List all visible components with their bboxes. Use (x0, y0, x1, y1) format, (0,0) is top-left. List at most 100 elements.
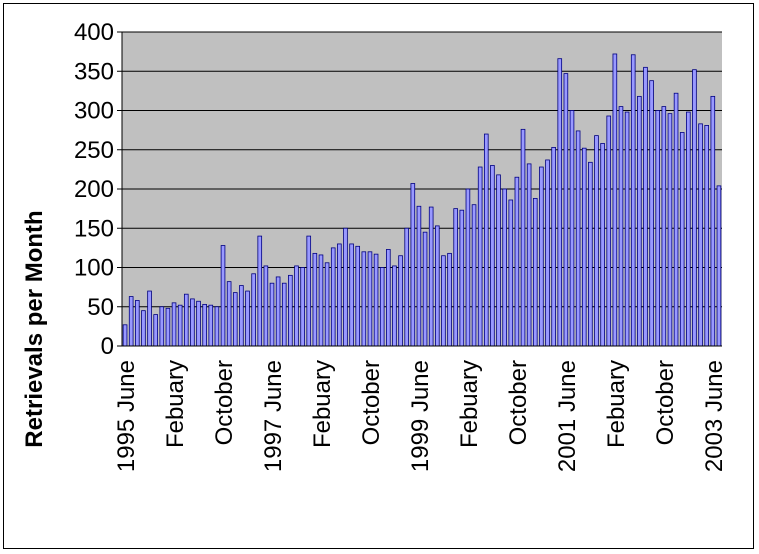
bar (686, 111, 691, 347)
bar (692, 69, 697, 347)
bar (135, 300, 140, 347)
bar (422, 231, 428, 347)
bar (435, 225, 440, 347)
bar (630, 54, 636, 347)
y-tick-label: 200 (74, 176, 114, 203)
bar (557, 58, 563, 347)
bar (624, 111, 630, 347)
bar (679, 132, 685, 347)
bar (453, 208, 458, 347)
bar (361, 251, 367, 347)
bar (165, 307, 171, 347)
bar (159, 306, 165, 347)
bar (269, 282, 275, 347)
y-tick-labels: 0 50 100 150 200 250 300 350 400 (74, 19, 122, 360)
bar (465, 188, 471, 347)
bar (410, 183, 416, 347)
bar (214, 306, 220, 347)
bar (220, 245, 226, 347)
bar (502, 188, 507, 347)
bar (281, 282, 287, 347)
bar (128, 296, 134, 347)
bar (312, 252, 318, 347)
bar (349, 243, 354, 347)
bar (508, 199, 514, 347)
bar (477, 166, 483, 347)
bar (575, 130, 581, 347)
bar (545, 159, 550, 347)
bar (710, 95, 716, 347)
x-tick-label: 2003 June (701, 360, 728, 472)
bar (539, 166, 544, 347)
x-tick-labels: 1995 June Febuary October 1997 June Febuary O… (113, 360, 728, 472)
bar (483, 133, 489, 347)
bar (318, 254, 324, 347)
y-tick-label: 300 (74, 98, 114, 125)
bar (294, 265, 299, 347)
bar (300, 267, 305, 347)
bar (569, 110, 575, 347)
bar (441, 255, 446, 347)
bar (208, 304, 214, 347)
bar (251, 273, 256, 347)
bar (643, 66, 648, 347)
bar (355, 245, 361, 347)
x-tick-label: 1997 June (260, 360, 287, 472)
bar (496, 174, 501, 347)
x-tick-label: 1995 June (113, 360, 140, 472)
bar (190, 298, 195, 347)
bar (649, 80, 654, 347)
bar (612, 53, 618, 347)
bar (239, 285, 244, 347)
bar (177, 304, 183, 347)
bar (490, 165, 495, 347)
bar (257, 235, 263, 347)
bar (428, 206, 434, 347)
bar (379, 267, 385, 347)
bar (520, 128, 526, 347)
bar (704, 125, 709, 347)
y-tick-label: 100 (74, 255, 114, 282)
x-tick-label: October (652, 360, 679, 445)
y-tick-label: 250 (74, 137, 114, 164)
bar (343, 227, 348, 347)
bar (588, 161, 593, 347)
bar (673, 92, 679, 347)
bar (581, 147, 587, 347)
bar (122, 324, 128, 347)
x-tick-label: Febuary (603, 360, 630, 448)
x-tick-label: 2001 June (554, 360, 581, 472)
bar (667, 113, 673, 347)
bar (373, 253, 379, 347)
y-tick-label: 0 (101, 333, 114, 360)
bar (661, 106, 667, 347)
bar (141, 310, 146, 347)
bar (226, 281, 232, 347)
bar (337, 243, 342, 347)
bar (606, 115, 612, 347)
bar (655, 110, 661, 347)
bar (416, 205, 422, 347)
bar (367, 251, 373, 347)
bar (447, 252, 452, 347)
bar (404, 227, 409, 347)
bar (153, 314, 158, 347)
x-tick-label: 1999 June (407, 360, 434, 472)
bar (288, 274, 293, 347)
bar (245, 290, 250, 347)
x-tick-label: October (505, 360, 532, 445)
y-tick-label: 150 (74, 215, 114, 242)
bar (716, 185, 722, 347)
bar (514, 176, 520, 347)
bar (183, 293, 189, 347)
bar (526, 163, 532, 347)
bar (563, 73, 569, 347)
bar (232, 292, 238, 347)
bar (471, 204, 477, 347)
y-tick-label: 400 (74, 19, 114, 46)
y-tick-label: 350 (74, 58, 114, 85)
bar (147, 290, 152, 347)
bar (171, 302, 177, 347)
bar (263, 265, 269, 347)
x-tick-label: October (358, 360, 385, 445)
